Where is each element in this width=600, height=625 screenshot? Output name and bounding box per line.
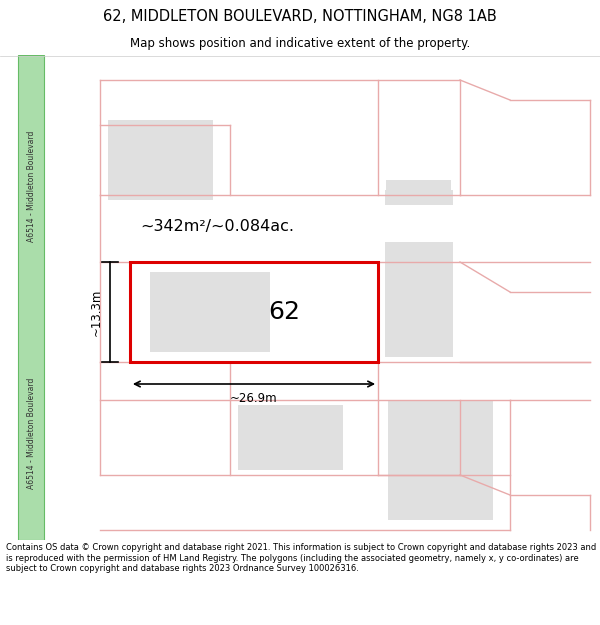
Bar <box>385 190 453 205</box>
Text: A6514 - Middleton Boulevard: A6514 - Middleton Boulevard <box>26 378 35 489</box>
Text: Map shows position and indicative extent of the property.: Map shows position and indicative extent… <box>130 38 470 51</box>
Bar <box>108 120 213 200</box>
Bar <box>238 405 343 470</box>
Bar <box>388 400 493 520</box>
Text: ~13.3m: ~13.3m <box>89 288 103 336</box>
Bar <box>150 272 270 352</box>
Bar <box>18 55 44 540</box>
Text: ~26.9m: ~26.9m <box>230 391 278 404</box>
Bar <box>386 180 451 195</box>
Text: 62: 62 <box>268 300 300 324</box>
Text: 62, MIDDLETON BOULEVARD, NOTTINGHAM, NG8 1AB: 62, MIDDLETON BOULEVARD, NOTTINGHAM, NG8… <box>103 9 497 24</box>
Text: Contains OS data © Crown copyright and database right 2021. This information is : Contains OS data © Crown copyright and d… <box>6 543 596 573</box>
Bar <box>130 262 378 362</box>
Text: A6514 - Middleton Boulevard: A6514 - Middleton Boulevard <box>26 130 35 242</box>
Text: ~342m²/~0.084ac.: ~342m²/~0.084ac. <box>140 219 294 234</box>
Bar <box>385 242 453 357</box>
